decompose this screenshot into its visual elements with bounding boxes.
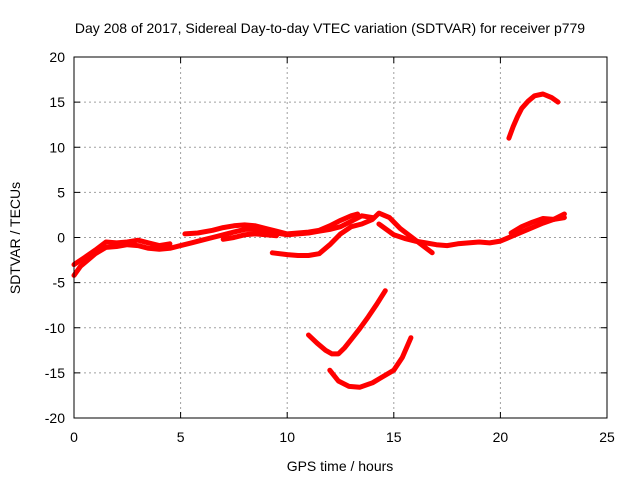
series-arc-low-a — [306, 288, 388, 357]
y-tick-label: -10 — [45, 320, 65, 336]
y-tick-label: 0 — [57, 230, 65, 246]
series-arc-high — [506, 91, 561, 141]
series-layer — [71, 91, 567, 390]
x-tick-label: 5 — [177, 429, 185, 445]
series-track-main-early-b — [71, 237, 173, 268]
y-tick-label: 20 — [49, 49, 65, 65]
y-tick-label: -20 — [45, 410, 65, 426]
x-tick-label: 15 — [386, 429, 402, 445]
series-track-dip — [269, 210, 435, 258]
x-axis-title: GPS time / hours — [287, 458, 394, 474]
x-tick-label: 10 — [279, 429, 295, 445]
x-tick-label: 25 — [599, 429, 615, 445]
series-track-late — [376, 211, 567, 249]
y-tick-label: 10 — [49, 139, 65, 155]
y-axis-title: SDTVAR / TECUs — [7, 182, 23, 294]
x-tick-label: 0 — [70, 429, 78, 445]
x-tick-label: 20 — [493, 429, 509, 445]
y-tick-label: 15 — [49, 94, 65, 110]
y-tick-label: -15 — [45, 365, 65, 381]
series-track-mid-b — [220, 231, 279, 242]
series-arc-low-b — [327, 335, 414, 390]
series-track-mid-a — [182, 211, 361, 237]
grid — [74, 57, 607, 418]
chart-title: Day 208 of 2017, Sidereal Day-to-day VTE… — [75, 20, 585, 36]
series-track-late-b — [508, 215, 567, 236]
y-tick-label: 5 — [57, 184, 65, 200]
ticks: 0 5 10 15 20 25 -20 -15 -10 -5 0 5 10 15 20 — [45, 49, 615, 445]
y-tick-label: -5 — [53, 275, 66, 291]
